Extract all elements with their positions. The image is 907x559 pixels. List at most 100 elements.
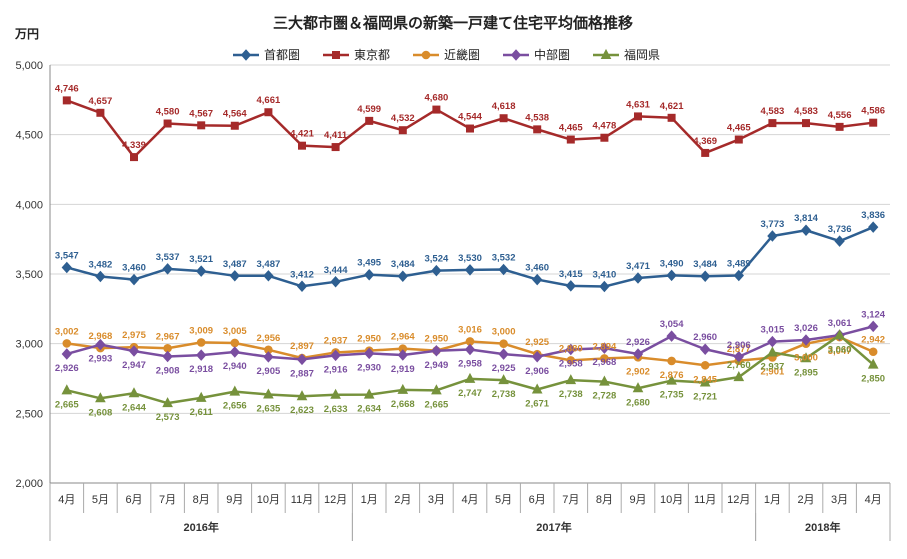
data-point: [230, 121, 239, 130]
y-tick-label: 4,000: [15, 199, 43, 211]
data-point: [600, 354, 609, 363]
data-label: 2,925: [492, 363, 516, 374]
data-point: [632, 272, 644, 284]
data-label: 2,721: [693, 392, 717, 403]
x-tick-label: 7月: [562, 494, 579, 506]
data-point: [128, 273, 140, 286]
data-label: 2,940: [223, 361, 247, 372]
series-1: [62, 96, 878, 162]
data-label: 3,444: [324, 265, 348, 276]
data-labels-layer: 3,547 3,482 3,460 3,537 3,521 3,487 3,487 3,412…: [55, 83, 886, 423]
data-label: 3,547: [55, 250, 79, 261]
data-label: 4,631: [626, 99, 650, 110]
y-axis-unit-label: 万円: [14, 27, 39, 41]
data-label: 4,680: [425, 93, 449, 104]
data-point: [264, 108, 273, 117]
data-point: [532, 351, 543, 363]
data-point: [96, 108, 105, 117]
data-point: [800, 334, 812, 346]
data-point: [196, 349, 207, 361]
data-label: 3,015: [761, 325, 785, 336]
data-point: [800, 224, 812, 236]
series-0: [61, 221, 879, 293]
data-label: 3,484: [391, 259, 415, 270]
data-label: 4,746: [55, 83, 79, 94]
data-label: 2,850: [861, 374, 885, 385]
data-label: 2,877: [727, 344, 751, 355]
data-point: [734, 135, 743, 144]
data-label: 2,937: [761, 361, 785, 372]
data-label: 4,583: [761, 106, 785, 117]
data-label: 3,002: [55, 326, 79, 337]
data-label: 2,887: [290, 368, 314, 379]
legend-item: 近畿圏: [413, 48, 480, 62]
data-label: 3,524: [425, 254, 449, 265]
data-point: [868, 221, 879, 233]
legend-item: 中部圏: [503, 47, 570, 62]
data-label: 3,487: [223, 259, 247, 270]
data-point: [599, 342, 610, 354]
data-point: [834, 329, 845, 340]
data-point: [230, 338, 240, 348]
data-point: [666, 374, 677, 385]
data-point: [533, 125, 542, 134]
data-label: 2,942: [861, 335, 885, 346]
data-label: 4,586: [861, 106, 885, 117]
data-label: 2,728: [593, 391, 617, 402]
x-tick-label: 7月: [159, 494, 176, 506]
data-label: 2,665: [55, 399, 79, 410]
data-point: [397, 270, 408, 282]
data-label: 2,937: [324, 335, 348, 346]
data-label: 2,926: [626, 337, 650, 348]
data-point: [464, 264, 476, 276]
data-point: [835, 122, 844, 131]
data-label: 2,960: [693, 332, 717, 343]
data-label: 4,580: [156, 107, 180, 118]
data-point: [398, 126, 407, 135]
data-point: [431, 345, 442, 357]
data-point: [767, 346, 778, 357]
data-point: [700, 343, 711, 355]
data-point: [263, 270, 274, 282]
data-point: [868, 320, 879, 333]
x-tick-label: 1月: [764, 494, 781, 506]
data-label: 3,836: [861, 210, 885, 221]
data-point: [867, 358, 879, 369]
data-label: 4,465: [727, 123, 751, 134]
data-point: [599, 280, 610, 293]
data-point: [632, 348, 644, 360]
x-tick-label: 3月: [428, 494, 445, 506]
data-label: 4,538: [525, 112, 549, 123]
data-point: [599, 375, 610, 386]
x-tick-label: 6月: [125, 494, 142, 506]
data-point: [566, 135, 575, 144]
x-tick-label: 9月: [629, 494, 646, 506]
data-point: [298, 141, 306, 150]
x-tick-label: 11月: [291, 494, 313, 506]
x-tick-label: 4月: [461, 494, 478, 506]
data-point: [733, 269, 744, 282]
data-label: 3,000: [492, 327, 516, 338]
data-point: [229, 346, 240, 358]
data-point: [431, 264, 442, 277]
data-label: 4,657: [89, 96, 113, 107]
data-point: [330, 349, 341, 362]
data-label: 2,902: [626, 366, 650, 377]
data-label: 2,908: [156, 365, 180, 376]
legend-item: 福岡県: [593, 47, 660, 62]
data-point: [95, 392, 106, 403]
data-label: 2,668: [391, 399, 415, 410]
data-label: 3,495: [357, 258, 381, 269]
data-label: 3,530: [458, 253, 482, 264]
data-label: 3,814: [794, 213, 818, 224]
data-label: 2,925: [525, 337, 549, 348]
x-tick-label: 2月: [797, 494, 814, 506]
legend-label: 中部圏: [534, 47, 570, 62]
data-label: 4,621: [660, 101, 684, 112]
data-label: 4,369: [693, 136, 717, 147]
data-point: [229, 385, 241, 396]
data-point: [565, 280, 576, 292]
legend: 首都圏 東京都 近畿圏 中部圏 福岡県: [233, 47, 660, 62]
data-label: 2,634: [357, 404, 381, 415]
data-label: 2,905: [257, 366, 281, 377]
